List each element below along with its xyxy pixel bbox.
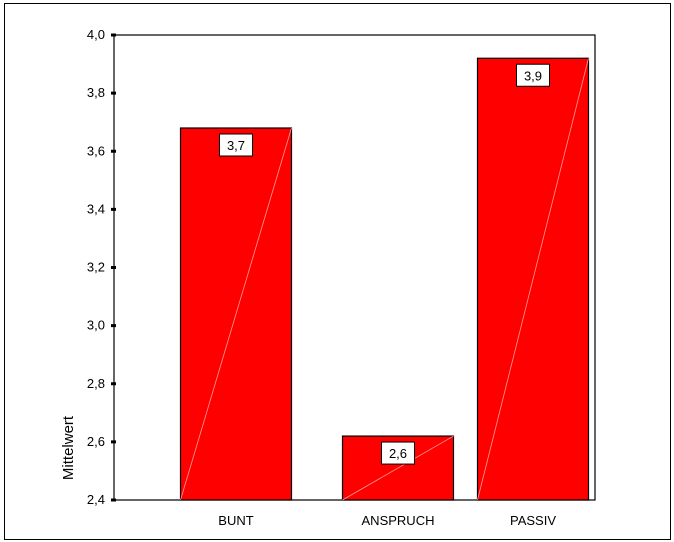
bar-shading-line [477, 58, 589, 501]
y-tick-label: 3,8 [87, 85, 105, 100]
bar-shading-line [180, 127, 292, 501]
data-label: 3,7 [227, 138, 245, 153]
y-tick-label: 3,0 [87, 318, 105, 333]
y-tick-label: 4,0 [87, 27, 105, 42]
x-category-label: BUNT [218, 513, 253, 528]
y-tick-label: 3,4 [87, 201, 105, 216]
x-category-label: ANSPRUCH [362, 513, 435, 528]
y-tick-label: 3,2 [87, 260, 105, 275]
y-tick-label: 3,6 [87, 143, 105, 158]
y-tick-label: 2,6 [87, 434, 105, 449]
y-tick-label: 2,4 [87, 492, 105, 507]
data-label-box [219, 133, 253, 157]
data-label-box [516, 63, 550, 87]
x-category-label: PASSIV [510, 513, 556, 528]
y-axis-title: Mittelwert [60, 415, 77, 480]
data-label: 3,9 [524, 68, 542, 83]
bar-shading-line [342, 435, 454, 501]
y-tick-label: 2,8 [87, 376, 105, 391]
data-label-box [381, 441, 415, 465]
data-label: 2,6 [389, 446, 407, 461]
